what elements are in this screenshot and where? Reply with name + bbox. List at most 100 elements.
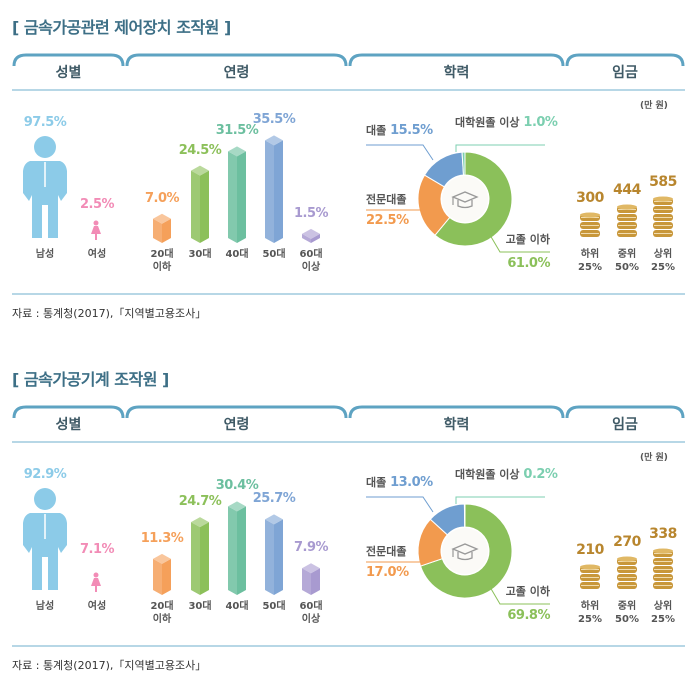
donut-slice-high (419, 503, 513, 599)
section-title: [ 금속가공기계 조작원 ] (12, 370, 169, 389)
female-label: 여성 (87, 249, 107, 260)
edu-label-grad: 대학원졸 이상 1.0% (455, 115, 558, 130)
age-value-label: 11.3% (140, 530, 184, 546)
age-value-label: 1.5% (293, 205, 329, 221)
age-bar (191, 165, 209, 243)
edu-college4-name: 대졸 (366, 476, 387, 489)
female-figure-icon (90, 572, 102, 596)
wage-label: 중위 50% (615, 249, 639, 273)
edu-grad-name: 대학원졸 이상 (455, 468, 520, 481)
coin-stack-icon (652, 548, 674, 598)
header-education: 학력 (443, 417, 470, 433)
age-value-label: 24.5% (178, 142, 222, 158)
age-bar (265, 135, 283, 243)
male-figure-icon (20, 487, 70, 596)
age-value-label: 31.5% (215, 123, 259, 139)
header-age: 연령 (223, 65, 250, 81)
age-bar (153, 553, 171, 595)
age-category-label: 30대 (188, 249, 212, 260)
age-value-label: 35.5% (252, 112, 296, 128)
edu-high-value: 69.8% (507, 608, 550, 623)
age-bar (302, 563, 320, 595)
edu-label-grad: 대학원졸 이상 0.2% (455, 467, 558, 482)
header-band (0, 352, 693, 685)
male-figure-icon (20, 135, 70, 244)
wage-value: 338 (649, 526, 677, 542)
donut-slice-grad (461, 151, 466, 176)
edu-label-college4: 대졸 13.0% (366, 476, 433, 489)
age-bar (228, 146, 246, 243)
age-category-label: 50대 (262, 249, 286, 260)
edu-label-college2-name: 전문대졸 (366, 545, 407, 558)
wage-label: 하위 25% (578, 249, 602, 273)
age-bar (302, 228, 320, 243)
wage-value: 444 (613, 182, 641, 198)
section-title: [ 금속가공관련 제어장치 조작원 ] (12, 18, 231, 37)
wage-label: 하위 25% (578, 601, 602, 625)
coin-stack-icon (616, 204, 638, 246)
graduation-cap-icon (451, 543, 479, 561)
donut-slice-high (434, 151, 513, 247)
age-category-label: 20대 이하 (150, 601, 174, 625)
age-bar-chart (125, 352, 350, 685)
source-note: 자료 : 통계청(2017),「지역별고용조사」 (12, 659, 207, 672)
edu-college2-value: 17.0% (366, 565, 409, 580)
male-percent: 97.5% (23, 115, 67, 130)
donut-slice-grad (463, 503, 466, 528)
age-category-label: 40대 (225, 601, 249, 612)
edu-label-college2-name: 전문대졸 (366, 193, 407, 206)
education-donut (0, 352, 693, 685)
edu-high-value: 61.0% (507, 256, 550, 271)
age-bar (265, 514, 283, 595)
coin-stack-icon (616, 556, 638, 598)
section-1: [ 금속가공기계 조작원 ] 성별 연령 학력 임금 92.9% 7.1% 남성 여성 11.3%… (0, 352, 693, 685)
male-label: 남성 (35, 249, 55, 260)
header-gender: 성별 (55, 65, 82, 81)
age-value-label: 30.4% (215, 478, 259, 494)
female-figure-icon (90, 220, 102, 244)
age-category-label: 30대 (188, 601, 212, 612)
section-0: [ 금속가공관련 제어장치 조작원 ] 성별 연령 학력 임금 97.5% 2.5% 남성 여성… (12, 0, 685, 350)
female-percent: 7.1% (79, 542, 115, 557)
header-education: 학력 (443, 65, 470, 81)
edu-college4-value: 15.5% (390, 123, 433, 138)
edu-grad-name: 대학원졸 이상 (455, 116, 520, 129)
wage-value: 585 (649, 174, 677, 190)
wage-value: 300 (576, 190, 604, 206)
wage-label: 중위 50% (615, 601, 639, 625)
header-band (12, 53, 685, 295)
edu-label-college4: 대졸 15.5% (366, 124, 433, 137)
header-wage: 임금 (612, 65, 638, 81)
age-bar (153, 213, 171, 243)
edu-high-name: 고졸 이하 (505, 233, 550, 246)
header-gender: 성별 (55, 417, 82, 433)
age-bar-chart (125, 0, 350, 350)
graduation-cap-icon (451, 191, 479, 209)
header-wage: 임금 (612, 417, 638, 433)
age-value-label: 7.0% (144, 190, 180, 206)
edu-college4-value: 13.0% (390, 475, 433, 490)
edu-high-name: 고졸 이하 (505, 585, 550, 598)
age-category-label: 60대 이상 (299, 249, 323, 273)
edu-college2-value: 22.5% (366, 213, 409, 228)
coin-stack-icon (652, 196, 674, 246)
age-bar (191, 517, 209, 595)
source-note: 자료 : 통계청(2017),「지역별고용조사」 (12, 307, 207, 320)
wage-unit: (만 원) (640, 453, 668, 463)
edu-grad-value: 1.0% (523, 115, 558, 130)
wage-value: 270 (613, 534, 641, 550)
female-percent: 2.5% (79, 197, 115, 212)
age-value-label: 24.7% (178, 494, 222, 510)
coin-stack-icon (579, 212, 601, 246)
wage-value: 210 (576, 542, 604, 558)
male-label: 남성 (35, 601, 55, 612)
edu-college4-name: 대졸 (366, 124, 387, 137)
age-category-label: 60대 이상 (299, 601, 323, 625)
age-category-label: 20대 이하 (150, 249, 174, 273)
female-label: 여성 (87, 601, 107, 612)
wage-unit: (만 원) (640, 101, 668, 111)
wage-label: 상위 25% (651, 249, 675, 273)
age-bar (228, 501, 246, 595)
edu-grad-value: 0.2% (523, 467, 558, 482)
